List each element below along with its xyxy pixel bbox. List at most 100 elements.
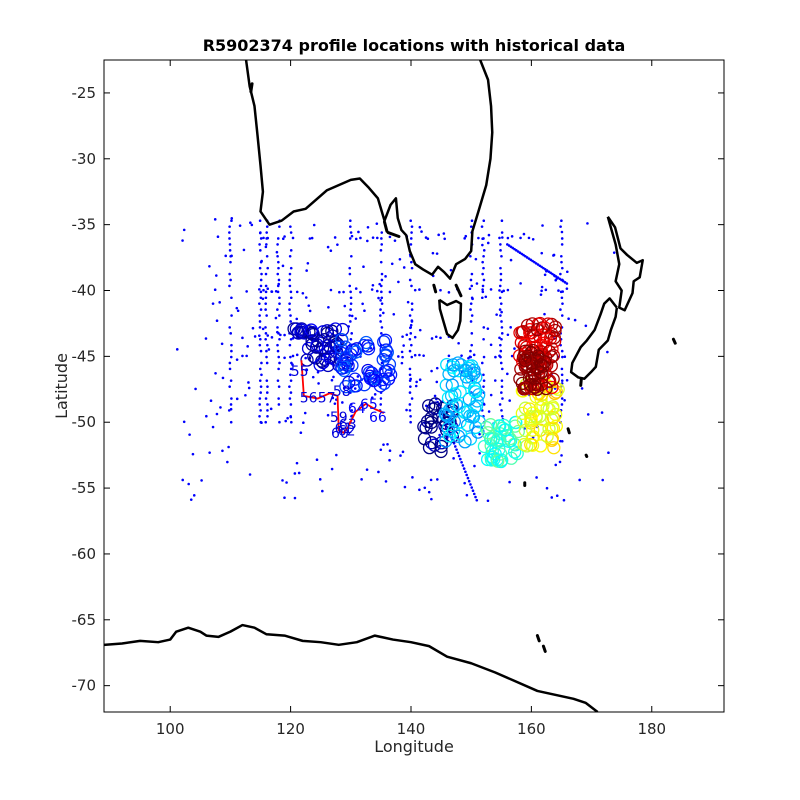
historical-point [291,337,295,340]
historical-point [499,249,502,252]
historical-point [481,284,485,288]
historical-point [487,410,491,413]
historical-point [380,326,384,329]
historical-point [420,230,423,233]
float-track-line [300,360,385,434]
historical-point [288,284,292,288]
historical-point [264,302,268,305]
historical-point [348,237,352,240]
historical-point [330,467,334,471]
historical-point [228,243,232,246]
historical-point [535,476,538,479]
historical-point [411,476,414,479]
historical-point [607,451,610,455]
historical-point [606,350,609,354]
historical-point [418,288,421,291]
historical-point [565,378,569,382]
historical-point [601,478,605,482]
historical-point [365,468,369,471]
historical-point [277,385,281,388]
historical-point [350,234,354,238]
historical-point [378,314,382,317]
historical-point [380,296,384,300]
historical-point [258,219,262,222]
historical-point [266,287,270,291]
float-profile-marker [479,420,494,435]
y-tick-label: -40 [72,282,97,300]
historical-point [258,379,262,383]
historical-point [308,309,312,313]
historical-point [401,450,405,454]
historical-point [215,319,219,323]
historical-point [563,398,566,402]
historical-point [194,387,197,391]
island [541,644,547,653]
historical-point [472,353,476,357]
historical-point [247,386,251,390]
historical-point [580,387,584,390]
historical-point [228,326,231,329]
historical-point [415,380,418,384]
historical-point [360,478,363,481]
historical-point [379,397,383,400]
float-profile-marker [547,441,561,455]
historical-point [230,343,233,347]
historical-point [380,290,383,294]
historical-point [482,266,485,270]
historical-point [229,407,233,411]
historical-point [264,284,268,288]
historical-point [228,231,231,234]
historical-point [403,485,407,489]
historical-point [289,296,293,300]
historical-point [305,269,308,272]
historical-point [317,382,320,385]
x-axis-label: Longitude [374,737,454,756]
historical-point [410,397,414,400]
float-profile-marker [526,430,541,444]
island [386,231,401,239]
float-profile-marker [542,402,556,416]
float-profile-marker [530,322,544,337]
float-profile-marker [379,343,393,357]
historical-point [289,231,293,234]
historical-point [378,282,381,286]
historical-point [560,237,564,240]
historical-point [326,245,330,249]
historical-point [431,251,435,255]
historical-point [211,425,215,429]
historical-point [498,289,501,292]
float-profile-marker [471,425,485,439]
float-profile-marker [447,414,461,429]
historical-point [477,236,480,240]
historical-point [221,449,224,453]
float-profile-marker [542,374,557,388]
historical-point [228,272,231,276]
historical-point [447,354,451,358]
y-tick-label: -50 [72,413,97,431]
historical-point [289,379,293,383]
historical-point [513,347,516,350]
historical-point [228,284,231,288]
float-profile-marker [468,400,482,415]
float-profile-marker [544,350,559,364]
historical-point [224,254,228,258]
historical-point [187,482,190,486]
historical-point [221,376,225,380]
historical-point [276,330,279,334]
historical-point [402,344,405,347]
historical-point [266,409,269,412]
historical-point [235,397,239,401]
historical-point [259,249,262,252]
historical-point [500,385,504,388]
historical-point [289,225,292,228]
historical-point [192,494,196,497]
historical-point [359,236,362,240]
float-profile-marker [545,421,559,436]
historical-point [349,320,352,323]
historical-point [301,291,305,295]
historical-point [573,318,577,322]
historical-point [499,272,503,276]
historical-point [343,304,347,308]
historical-point [410,284,413,288]
historical-point [469,302,473,305]
